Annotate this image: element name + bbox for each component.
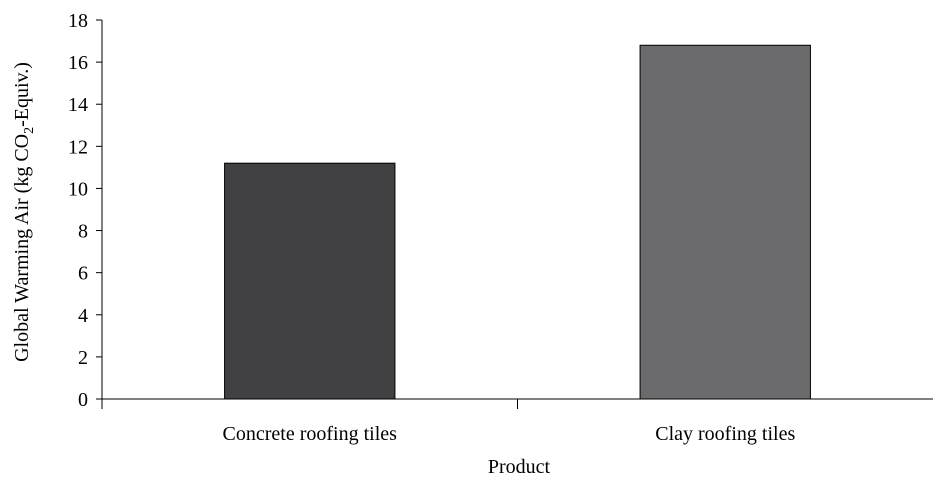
x-axis-title: Product — [488, 456, 551, 478]
y-axis-title-suffix: -Equiv.) — [11, 62, 33, 127]
y-tick-label: 10 — [68, 178, 88, 200]
x-tick-label: Clay roofing tiles — [655, 423, 795, 445]
x-tick-label: Concrete roofing tiles — [223, 423, 398, 445]
y-tick-label: 4 — [78, 305, 88, 327]
y-axis-title: Global Warming Air (kg CO2-Equiv.) — [11, 62, 37, 362]
y-tick-label: 18 — [68, 10, 88, 32]
bar-clay-roofing-tiles — [639, 44, 811, 400]
y-tick-label: 2 — [78, 347, 88, 369]
y-tick-label: 8 — [78, 221, 88, 243]
y-tick-label: 6 — [78, 263, 88, 285]
bar-concrete-roofing-tiles — [224, 162, 396, 400]
y-tick-label: 12 — [68, 136, 88, 158]
y-tick-label: 0 — [78, 389, 88, 411]
y-axis-title-subscript: 2 — [22, 127, 37, 134]
y-axis: 0 2 4 6 8 10 12 14 16 18 — [68, 10, 103, 411]
y-tick-label: 16 — [68, 52, 88, 74]
y-tick-label: 14 — [68, 94, 88, 116]
y-axis-title-main: Global Warming Air (kg CO — [11, 134, 33, 362]
bars — [224, 44, 811, 400]
x-axis: Concrete roofing tiles Clay roofing tiles — [101, 398, 933, 445]
